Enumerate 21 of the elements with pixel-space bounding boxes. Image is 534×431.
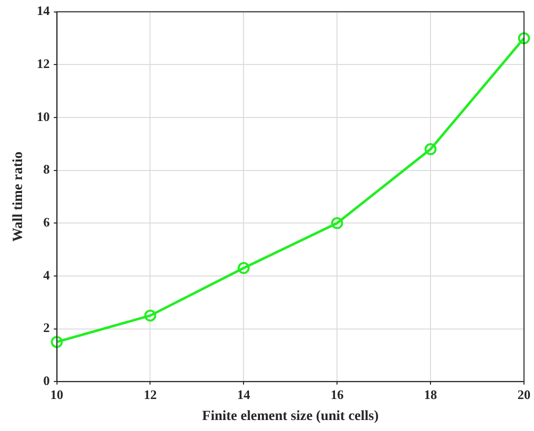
x-tick-label: 12 <box>144 386 157 402</box>
y-tick-label: 8 <box>43 162 50 177</box>
point <box>331 217 344 230</box>
y-tick-label: 6 <box>43 214 50 230</box>
y-tick-label: 0 <box>43 372 50 388</box>
y-tick-label: 12 <box>36 56 50 71</box>
y-tick-label: 10 <box>36 108 50 124</box>
y-tick-label: 4 <box>43 267 50 282</box>
y-tick-label: 2 <box>43 320 50 336</box>
y-tick-label: 14 <box>36 3 50 18</box>
x-axis-title: Finite element size (unit cells) <box>202 409 379 424</box>
x-tick-label: 16 <box>330 386 344 402</box>
x-tick-label: 14 <box>237 386 251 402</box>
point <box>144 310 156 322</box>
point <box>518 32 530 44</box>
point <box>238 262 250 274</box>
point <box>424 143 437 156</box>
x-tick-label: 20 <box>518 386 530 402</box>
y-axis-title: Wall time ratio <box>11 152 26 242</box>
x-tick-label: 18 <box>424 386 438 402</box>
point <box>50 336 63 348</box>
